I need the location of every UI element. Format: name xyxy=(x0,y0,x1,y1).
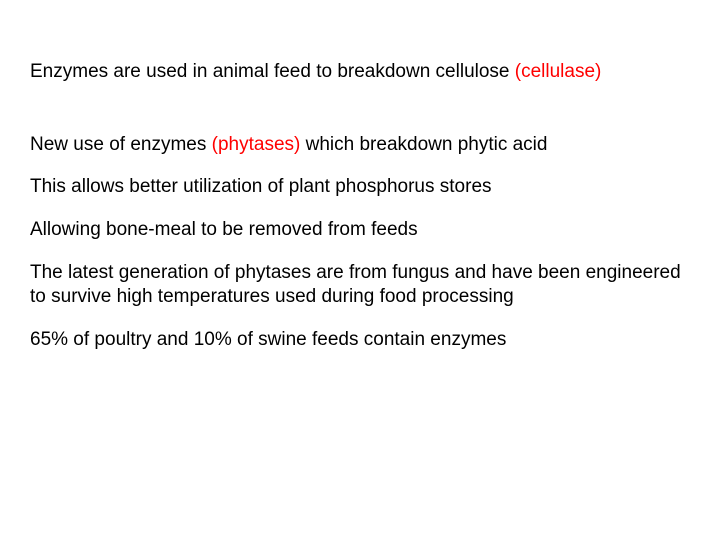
text-segment: which breakdown phytic acid xyxy=(300,134,547,155)
paragraph-bonemeal: Allowing bone-meal to be removed from fe… xyxy=(30,218,690,243)
text-segment: Enzymes are used in animal feed to break… xyxy=(30,61,515,82)
paragraph-fungus: The latest generation of phytases are fr… xyxy=(30,261,690,310)
paragraph-stats: 65% of poultry and 10% of swine feeds co… xyxy=(30,328,690,353)
highlight-phytases: (phytases) xyxy=(212,134,301,155)
paragraph-cellulase: Enzymes are used in animal feed to break… xyxy=(30,60,690,85)
text-segment: New use of enzymes xyxy=(30,134,212,155)
paragraph-utilization: This allows better utilization of plant … xyxy=(30,175,690,200)
highlight-cellulase: (cellulase) xyxy=(515,61,602,82)
paragraph-phytases: New use of enzymes (phytases) which brea… xyxy=(30,133,690,158)
spacer xyxy=(30,103,690,133)
